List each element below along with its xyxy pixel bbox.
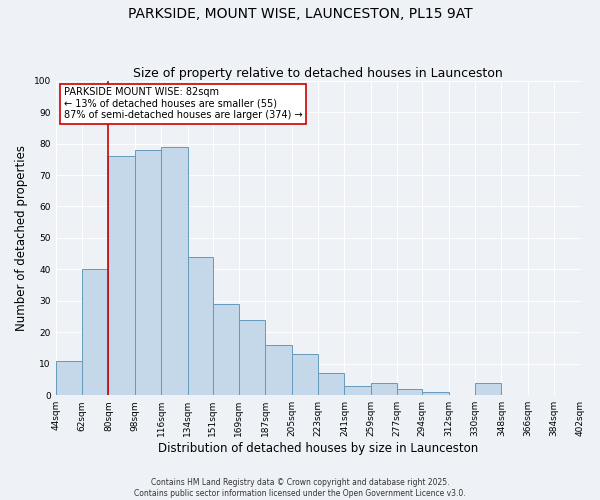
Bar — [475, 382, 502, 395]
Bar — [188, 257, 212, 395]
Bar — [161, 146, 188, 395]
Bar — [265, 345, 292, 395]
Bar — [344, 386, 371, 395]
Text: PARKSIDE, MOUNT WISE, LAUNCESTON, PL15 9AT: PARKSIDE, MOUNT WISE, LAUNCESTON, PL15 9… — [128, 8, 472, 22]
Bar — [318, 373, 344, 395]
Bar — [109, 156, 135, 395]
Bar — [239, 320, 265, 395]
Bar — [397, 389, 422, 395]
Bar — [422, 392, 449, 395]
Bar — [371, 382, 397, 395]
Y-axis label: Number of detached properties: Number of detached properties — [15, 145, 28, 331]
Title: Size of property relative to detached houses in Launceston: Size of property relative to detached ho… — [133, 66, 503, 80]
X-axis label: Distribution of detached houses by size in Launceston: Distribution of detached houses by size … — [158, 442, 478, 455]
Bar — [212, 304, 239, 395]
Text: PARKSIDE MOUNT WISE: 82sqm
← 13% of detached houses are smaller (55)
87% of semi: PARKSIDE MOUNT WISE: 82sqm ← 13% of deta… — [64, 87, 302, 120]
Text: Contains HM Land Registry data © Crown copyright and database right 2025.
Contai: Contains HM Land Registry data © Crown c… — [134, 478, 466, 498]
Bar — [292, 354, 318, 395]
Bar — [135, 150, 161, 395]
Bar — [82, 270, 109, 395]
Bar — [56, 360, 82, 395]
